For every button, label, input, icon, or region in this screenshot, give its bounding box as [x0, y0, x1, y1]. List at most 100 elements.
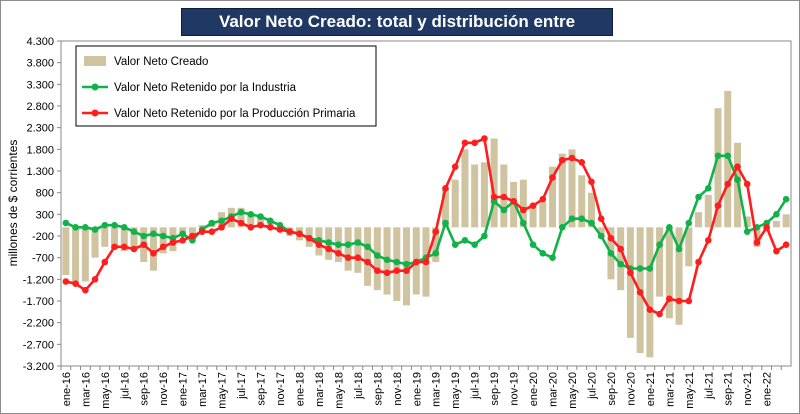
data-point	[266, 224, 274, 231]
data-point	[159, 232, 167, 240]
data-point	[383, 269, 391, 277]
data-point	[286, 228, 294, 235]
x-axis: ene-16 mar-16 may-16 jul-16 sep-16 nov-16 ene-…	[60, 366, 782, 409]
legend-label: Valor Neto Retenido por la Producción Pr…	[114, 108, 356, 120]
data-point	[529, 241, 537, 248]
data-point	[62, 278, 70, 285]
bar	[695, 212, 703, 228]
data-point	[354, 239, 362, 246]
data-point	[734, 163, 741, 170]
data-point	[481, 135, 488, 142]
primary-production-series	[62, 135, 790, 318]
data-point	[130, 228, 138, 235]
data-point	[451, 241, 459, 248]
x-tick-label: sep-17	[256, 372, 268, 406]
data-point	[520, 206, 527, 214]
data-point	[539, 195, 547, 203]
bar	[72, 227, 80, 284]
x-tick-label: ene-20	[528, 372, 540, 406]
data-point	[403, 267, 410, 274]
bar	[451, 179, 459, 228]
data-point	[627, 269, 634, 277]
data-point	[91, 226, 99, 233]
bar	[480, 162, 488, 228]
line-series	[62, 135, 790, 318]
data-point	[383, 256, 391, 264]
data-point	[646, 306, 654, 313]
data-point	[393, 258, 401, 266]
data-point	[461, 139, 469, 147]
x-tick-label: nov-18	[392, 372, 404, 406]
x-tick-label: mar-21	[664, 372, 676, 407]
data-point	[247, 211, 255, 218]
data-point	[666, 295, 673, 303]
data-point	[695, 258, 702, 266]
data-point	[481, 232, 488, 240]
legend-entry: Valor Neto Creado	[84, 56, 208, 68]
x-tick-label: nov-17	[275, 372, 287, 406]
legend-label: Valor Neto Creado	[114, 56, 208, 68]
x-tick-label: ene-21	[645, 372, 657, 406]
x-tick-label: may-16	[100, 372, 112, 409]
x-tick-label: nov-19	[509, 372, 521, 406]
data-point	[617, 245, 624, 253]
x-tick-label: sep-19	[489, 372, 501, 406]
data-point	[354, 254, 362, 261]
bar	[782, 214, 790, 228]
x-tick-label: sep-21	[723, 372, 735, 406]
bar	[519, 179, 527, 228]
x-tick-label: ene-17	[178, 372, 190, 406]
legend-box	[75, 45, 377, 127]
x-tick-label: jul-18	[353, 372, 365, 400]
data-point	[685, 219, 693, 227]
data-point	[198, 228, 206, 235]
data-point	[558, 156, 566, 164]
data-point	[344, 254, 352, 261]
x-tick-label: sep-16	[139, 372, 151, 406]
data-point	[753, 239, 761, 246]
data-point	[412, 258, 420, 266]
data-point	[72, 224, 79, 231]
bar	[656, 227, 664, 297]
y-tick-label: 300	[36, 209, 54, 221]
data-point	[72, 280, 79, 287]
x-tick-label: sep-18	[372, 372, 384, 406]
data-point	[782, 195, 790, 203]
data-point	[529, 202, 537, 209]
bar	[237, 207, 245, 228]
data-point	[636, 289, 644, 296]
data-point	[266, 217, 274, 225]
data-point	[743, 180, 751, 188]
bar	[539, 201, 547, 228]
bar	[646, 227, 654, 358]
data-point	[335, 250, 342, 257]
data-point	[422, 258, 430, 266]
bar	[120, 227, 128, 252]
bar	[81, 227, 89, 282]
data-point	[111, 243, 118, 251]
data-point	[471, 241, 478, 248]
data-point	[520, 219, 527, 227]
y-tick-label: 2.300	[26, 123, 54, 135]
bar	[675, 227, 683, 325]
data-point	[208, 219, 216, 227]
data-point	[666, 224, 673, 231]
data-point	[325, 245, 332, 253]
y-tick-label: 800	[36, 188, 54, 200]
x-tick-label: may-21	[684, 372, 696, 409]
data-point	[228, 215, 235, 222]
data-point	[296, 230, 303, 238]
data-point	[364, 258, 371, 266]
data-point	[247, 224, 255, 231]
x-tick-label: jul-16	[119, 372, 131, 400]
x-tick-label: nov-16	[158, 372, 170, 406]
y-tick-label: -1.200	[23, 274, 54, 286]
data-point	[471, 139, 478, 147]
data-point	[597, 232, 605, 240]
data-point	[568, 215, 576, 222]
x-tick-label: may-17	[217, 372, 229, 409]
bar	[461, 149, 469, 228]
data-point	[646, 265, 654, 272]
data-point	[62, 219, 70, 227]
